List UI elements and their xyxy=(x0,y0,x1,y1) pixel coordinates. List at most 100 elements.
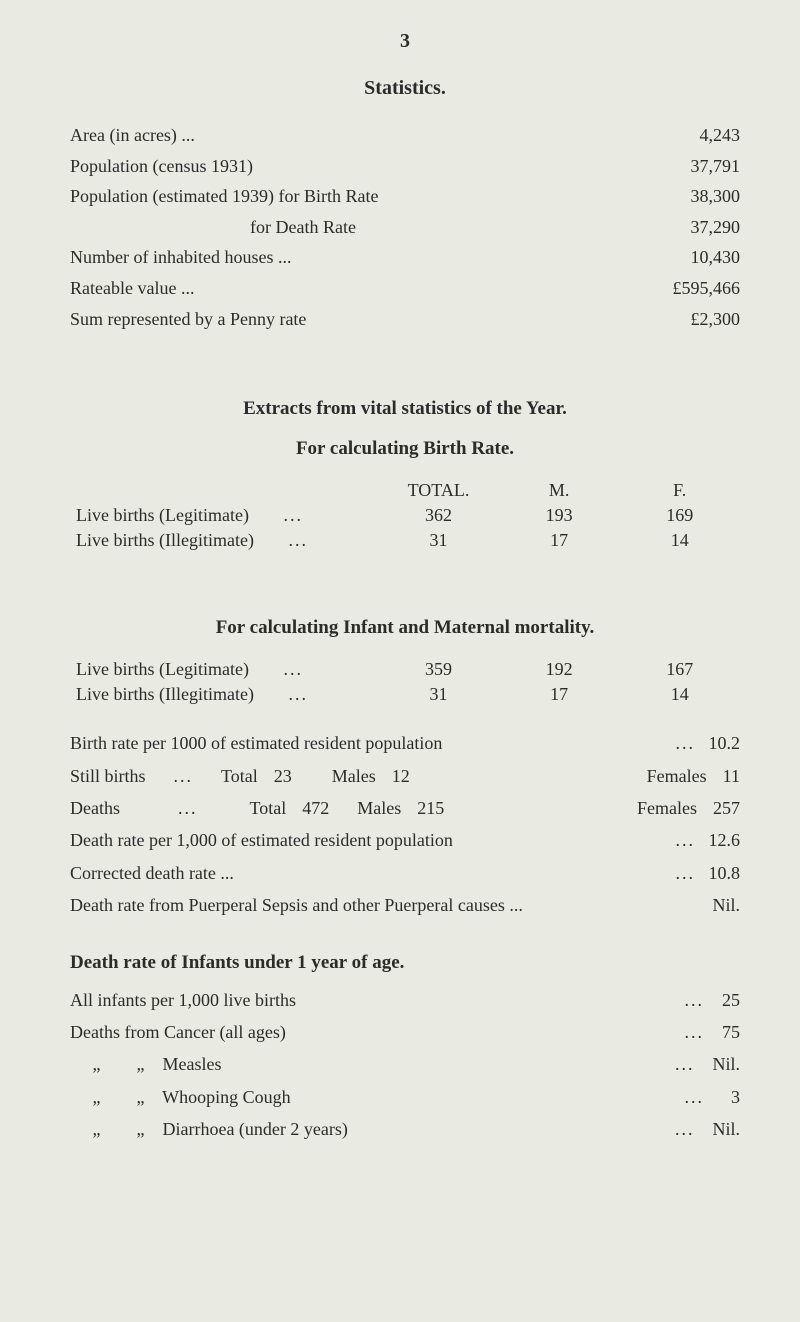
row-label: Live births (Illegitimate) xyxy=(76,684,254,704)
stat-label: Population (estimated 1939) for Birth Ra… xyxy=(70,181,610,212)
rate-value: ... 12.6 xyxy=(676,824,741,856)
row-label: All infants per 1,000 live births xyxy=(70,984,296,1016)
stat-value: £595,466 xyxy=(610,273,740,304)
cell-m: 192 xyxy=(499,657,620,682)
row-value: ... Nil. xyxy=(675,1113,740,1145)
infant-death-block: All infants per 1,000 live births ... 25… xyxy=(70,984,740,1146)
leader-dots: ... xyxy=(675,1119,695,1139)
rate-label: Corrected death rate ... xyxy=(70,857,234,889)
deaths-line: Deaths ... Total 472 Males 215 Females 2… xyxy=(70,792,740,824)
stat-value: 4,243 xyxy=(610,120,740,151)
rate-label: Death rate per 1,000 of estimated reside… xyxy=(70,824,453,856)
stat-value: 37,290 xyxy=(610,212,740,243)
cell-f: 169 xyxy=(619,503,740,528)
row-value: ... 75 xyxy=(685,1016,741,1048)
females-label: Females xyxy=(647,760,707,792)
cell-m: 17 xyxy=(499,528,620,553)
value: 10.2 xyxy=(709,733,741,753)
total-value: 472 xyxy=(302,792,329,824)
row-value: ... 25 xyxy=(685,984,741,1016)
row-label: „ „ Measles xyxy=(70,1048,221,1080)
leader-dots: ... xyxy=(676,863,696,883)
leader-dots: ... xyxy=(178,792,198,824)
col-header-f: F. xyxy=(619,478,740,503)
page-number: 3 xyxy=(70,30,740,53)
table-row: Live births (Illegitimate) ... 31 17 14 xyxy=(70,682,740,707)
leader-dots: ... xyxy=(288,530,308,550)
row-label: „ „ Whooping Cough xyxy=(70,1081,291,1113)
leader-dots: ... xyxy=(675,1054,695,1074)
females-value: 257 xyxy=(713,792,740,824)
table-row: Live births (Illegitimate) ... 31 17 14 xyxy=(70,528,740,553)
corrected-death-rate-line: Corrected death rate ... ... 10.8 xyxy=(70,857,740,889)
stat-row: Population (census 1931) 37,791 xyxy=(70,151,740,182)
stats-block: Area (in acres) ... 4,243 Population (ce… xyxy=(70,120,740,334)
value: Nil. xyxy=(712,1119,740,1139)
females-value: 11 xyxy=(723,760,740,792)
females-label: Females xyxy=(637,792,697,824)
label: Still births xyxy=(70,760,146,792)
table-row: Live births (Legitimate) ... 362 193 169 xyxy=(70,503,740,528)
stat-label: Area (in acres) ... xyxy=(70,120,610,151)
total-label: Total xyxy=(221,760,258,792)
label: Deaths xyxy=(70,792,120,824)
males-label: Males xyxy=(332,760,376,792)
stat-label: Population (census 1931) xyxy=(70,151,610,182)
stat-label: Sum represented by a Penny rate xyxy=(70,304,610,335)
extracts-heading: Extracts from vital statistics of the Ye… xyxy=(70,398,740,420)
leader-dots: ... xyxy=(283,659,303,679)
stat-value: 10,430 xyxy=(610,242,740,273)
row-label: Live births (Legitimate) xyxy=(76,505,249,525)
infant-death-row: Deaths from Cancer (all ages) ... 75 xyxy=(70,1016,740,1048)
cell-total: 31 xyxy=(378,528,499,553)
stat-row: Number of inhabited houses ... 10,430 xyxy=(70,242,740,273)
birth-rate-heading: For calculating Birth Rate. xyxy=(70,438,740,460)
row-label: Live births (Legitimate) xyxy=(76,659,249,679)
leader-dots: ... xyxy=(685,1087,705,1107)
page-title: Statistics. xyxy=(70,77,740,100)
stat-value: 38,300 xyxy=(610,181,740,212)
death-rate-line: Death rate per 1,000 of estimated reside… xyxy=(70,824,740,856)
rate-value: ... 10.2 xyxy=(676,727,741,759)
leader-dots: ... xyxy=(685,990,705,1010)
row-value: ... Nil. xyxy=(675,1048,740,1080)
stat-label-indented: for Death Rate xyxy=(70,212,610,243)
leader-dots: ... xyxy=(288,684,308,704)
leader-dots: ... xyxy=(283,505,303,525)
puerperal-line: Death rate from Puerperal Sepsis and oth… xyxy=(70,889,740,921)
cell-total: 359 xyxy=(378,657,499,682)
col-header-total: TOTAL. xyxy=(378,478,499,503)
cell-total: 31 xyxy=(378,682,499,707)
cell-f: 14 xyxy=(619,528,740,553)
males-value: 215 xyxy=(417,792,444,824)
stat-label: Number of inhabited houses ... xyxy=(70,242,610,273)
stat-value: 37,791 xyxy=(610,151,740,182)
infant-death-row: „ „ Whooping Cough ... 3 xyxy=(70,1081,740,1113)
cell-m: 193 xyxy=(499,503,620,528)
stat-row: Area (in acres) ... 4,243 xyxy=(70,120,740,151)
infant-table: Live births (Legitimate) ... 359 192 167… xyxy=(70,657,740,707)
males-value: 12 xyxy=(392,760,410,792)
males-label: Males xyxy=(357,792,401,824)
stat-row: Population (estimated 1939) for Birth Ra… xyxy=(70,181,740,212)
infant-heading: For calculating Infant and Maternal mort… xyxy=(70,617,740,639)
cell-total: 362 xyxy=(378,503,499,528)
stat-row: Sum represented by a Penny rate £2,300 xyxy=(70,304,740,335)
leader-dots: ... xyxy=(174,760,194,792)
infant-death-heading: Death rate of Infants under 1 year of ag… xyxy=(70,952,740,974)
rate-value: ... 10.8 xyxy=(676,857,741,889)
row-label: Live births (Illegitimate) xyxy=(76,530,254,550)
row-label: Deaths from Cancer (all ages) xyxy=(70,1016,286,1048)
still-births-line: Still births ... Total 23 Males 12 Femal… xyxy=(70,760,740,792)
infant-death-row: „ „ Diarrhoea (under 2 years) ... Nil. xyxy=(70,1113,740,1145)
leader-dots: ... xyxy=(676,733,696,753)
total-value: 23 xyxy=(274,760,292,792)
value: Nil. xyxy=(712,1054,740,1074)
cell-f: 167 xyxy=(619,657,740,682)
cell-f: 14 xyxy=(619,682,740,707)
infant-death-row: All infants per 1,000 live births ... 25 xyxy=(70,984,740,1016)
leader-dots: ... xyxy=(676,830,696,850)
table-row: Live births (Legitimate) ... 359 192 167 xyxy=(70,657,740,682)
rate-value: Nil. xyxy=(712,889,740,921)
col-header-m: M. xyxy=(499,478,620,503)
